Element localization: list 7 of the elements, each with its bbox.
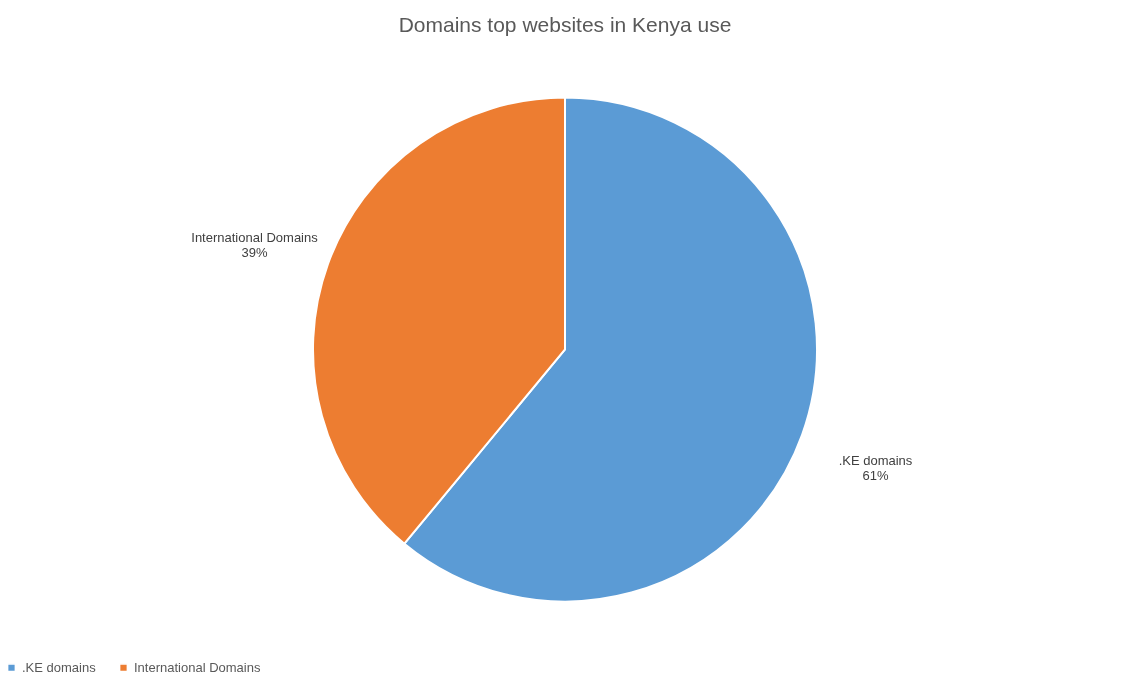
slice-label: .KE domains <box>838 453 913 469</box>
data-label: 61% <box>862 468 889 484</box>
legend-label: .KE domains <box>22 659 97 675</box>
chart-title: Domains top websites in Kenya use <box>398 13 732 36</box>
slice-label: International Domains <box>191 229 319 245</box>
legend-label: International Domains <box>134 659 261 675</box>
data-label: 39% <box>241 244 268 260</box>
